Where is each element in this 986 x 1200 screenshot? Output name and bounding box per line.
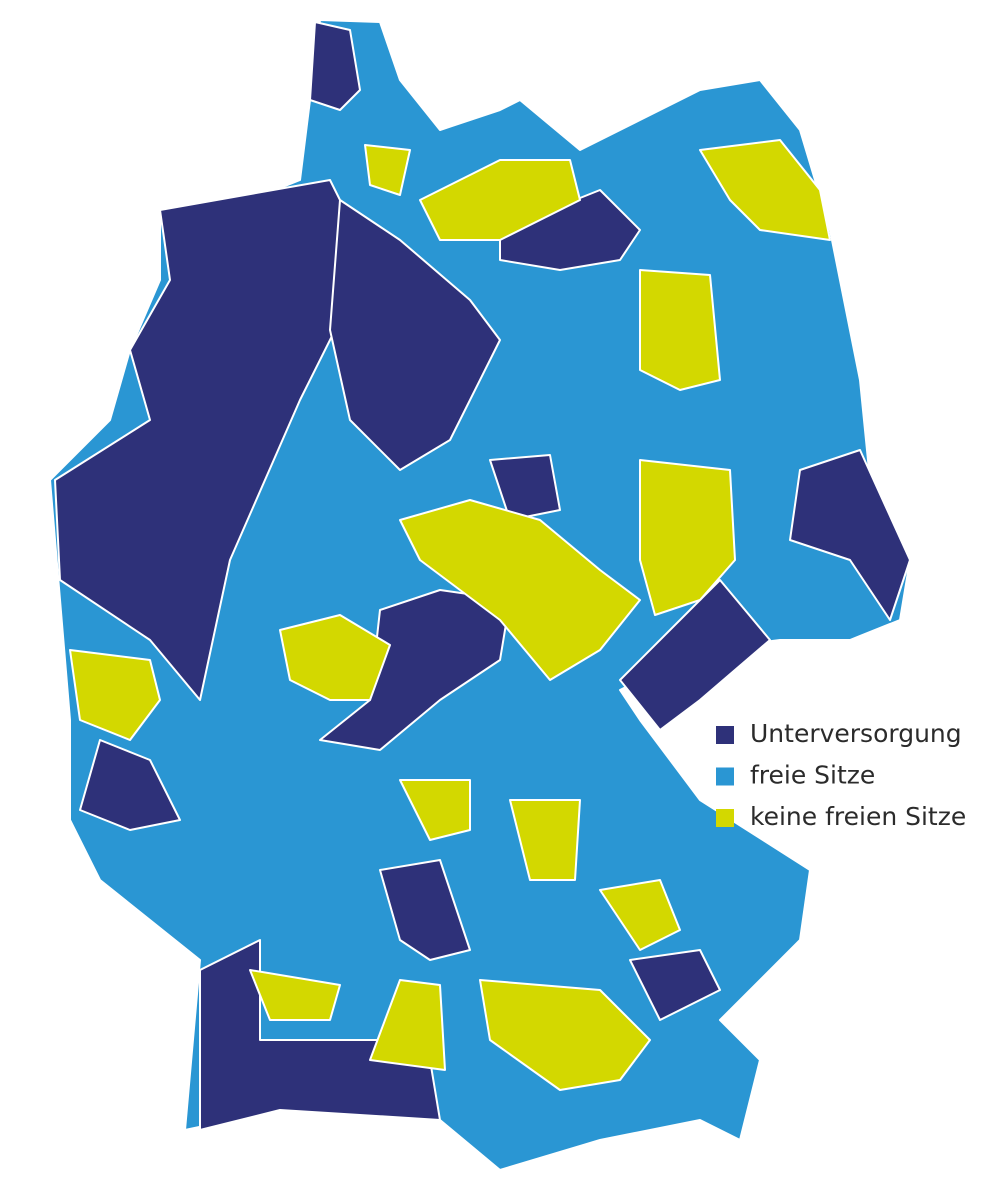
region-palatinate bbox=[79, 739, 181, 831]
region-central bbox=[489, 454, 561, 521]
region-hesse-yellow bbox=[279, 614, 391, 701]
region-pomerania-yellow bbox=[699, 139, 831, 241]
region-brandenburg-yellow bbox=[639, 269, 721, 391]
region-franconia bbox=[379, 859, 471, 961]
legend-label: keine freien Sitze bbox=[750, 802, 966, 831]
region-saxony-anhalt-yellow bbox=[639, 459, 736, 616]
regions bbox=[49, 19, 911, 1171]
region-west-yellow bbox=[69, 649, 161, 741]
legend-swatch bbox=[716, 726, 734, 744]
legend-swatch bbox=[716, 767, 734, 786]
region-mecklenburg-yellow bbox=[419, 159, 581, 241]
region-lower-saxony bbox=[329, 199, 501, 471]
region-northeast bbox=[499, 189, 641, 271]
region-swabia-yellow bbox=[369, 979, 446, 1071]
region-bavaria-east bbox=[629, 949, 721, 1021]
legend-swatch bbox=[716, 809, 734, 827]
region-upper-bavaria-yellow bbox=[479, 979, 651, 1091]
legend-label: freie Sitze bbox=[750, 761, 875, 790]
region-wuerttemberg-yellow bbox=[249, 969, 341, 1021]
region-thuringia-yellow bbox=[399, 499, 641, 681]
region-brandenburg-east bbox=[789, 449, 911, 621]
region-upper-palatinate-yellow bbox=[509, 799, 581, 881]
region-north-schleswig bbox=[309, 21, 361, 111]
region-schleswig-yellow bbox=[364, 144, 411, 196]
legend-label: Unterversorgung bbox=[750, 719, 962, 748]
legend: Unterversorgung freie Sitze keine freien S… bbox=[716, 719, 966, 831]
region-franconia-yellow bbox=[399, 779, 471, 841]
region-lower-bavaria-yellow bbox=[599, 879, 681, 951]
